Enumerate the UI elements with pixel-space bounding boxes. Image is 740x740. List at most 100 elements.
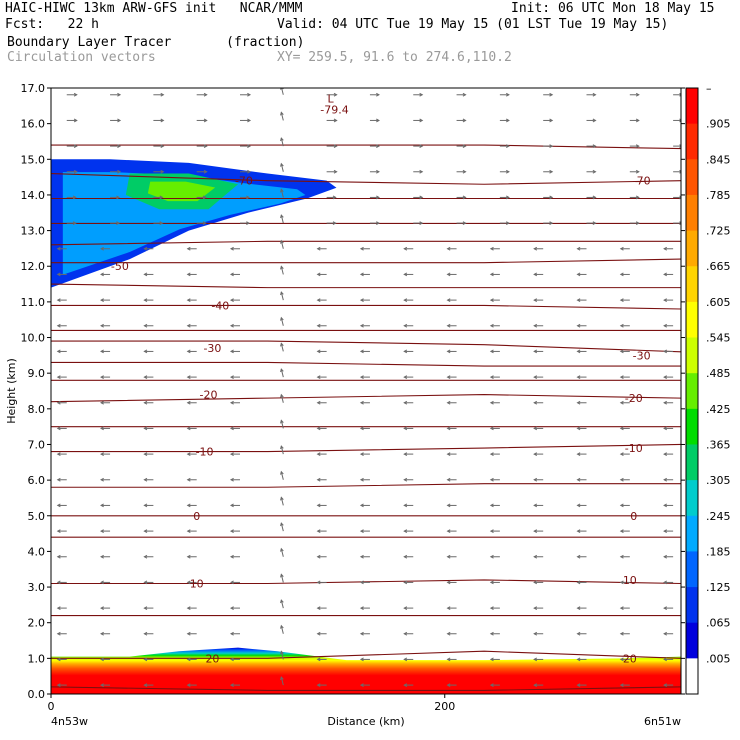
circulation-vector [533, 400, 544, 405]
circulation-vector [403, 452, 414, 456]
circulation-vector [143, 529, 154, 533]
circulation-vector [100, 554, 111, 559]
circulation-vector [110, 169, 122, 174]
circulation-vector [586, 144, 597, 148]
circulation-vector [316, 272, 327, 277]
circulation-vector [533, 246, 544, 251]
circulation-vector [280, 496, 284, 506]
circulation-vector [280, 599, 284, 609]
contour-label: -20 [200, 389, 218, 402]
circulation-vector [543, 118, 554, 123]
contour-line [51, 483, 681, 488]
circulation-vector [316, 349, 327, 354]
circulation-vector [280, 162, 284, 172]
circulation-vector [369, 118, 380, 123]
circulation-vector [110, 118, 122, 123]
circulation-vector [576, 631, 587, 636]
colorbar-swatch [686, 194, 698, 232]
circulation-vector [619, 683, 630, 687]
circulation-vector [533, 606, 544, 610]
circulation-vector [533, 298, 544, 302]
circulation-vector [403, 657, 414, 662]
field-name: Boundary Layer Tracer (fraction) [7, 35, 305, 50]
circulation-vector [619, 400, 630, 405]
circulation-vector [229, 323, 240, 328]
circulation-vector [663, 606, 674, 610]
circulation-vector [143, 477, 154, 482]
circulation-vector [143, 683, 154, 687]
circulation-vector [316, 631, 327, 636]
circulation-vector [186, 631, 197, 636]
circulation-vector [619, 554, 630, 559]
circulation-vector [229, 606, 240, 610]
circulation-vector [153, 221, 164, 225]
circulation-vector [316, 503, 327, 508]
circulation-vector [576, 426, 587, 431]
circulation-vector [619, 631, 630, 636]
circulation-vector [100, 426, 111, 431]
contour-label: -20 [625, 392, 643, 405]
colorbar-swatch [686, 480, 698, 517]
circulation-vector [663, 529, 674, 533]
colorbar-swatch [686, 88, 698, 125]
y-tick-label: 5.0 [28, 510, 46, 523]
circulation-vector [533, 631, 544, 636]
circulation-vector [56, 683, 67, 687]
circulation-vector [663, 246, 674, 251]
circulation-vector [186, 606, 197, 610]
circulation-vector [663, 657, 674, 662]
y-tick-label: 0.0 [28, 688, 46, 701]
circulation-vector [143, 452, 154, 456]
colorbar-label: .605 [706, 296, 731, 309]
circulation-vector [619, 298, 630, 302]
circulation-vector [576, 503, 587, 508]
circulation-vector [586, 195, 597, 200]
circulation-vector [619, 426, 630, 431]
circulation-vector [316, 554, 327, 559]
circulation-vector [576, 298, 587, 302]
circulation-vector [489, 375, 500, 379]
circulation-vector [100, 375, 111, 379]
circulation-vector [196, 144, 208, 148]
contour-label: -30 [203, 342, 221, 355]
circulation-vector [56, 375, 67, 379]
circulation-vector [186, 323, 197, 328]
circulation-vector [576, 657, 587, 662]
x-axis-label: Distance (km) [327, 715, 404, 728]
circulation-vector [56, 580, 67, 585]
circulation-vector [280, 239, 284, 249]
circulation-vector [359, 400, 370, 405]
circulation-vector [576, 375, 587, 379]
circulation-vector [533, 349, 544, 354]
circulation-vector [66, 221, 77, 225]
circulation-vector [533, 452, 544, 456]
circulation-vector [56, 631, 67, 636]
y-tick-label: 7.0 [28, 438, 46, 451]
circulation-vector [326, 118, 338, 123]
circulation-vector [663, 554, 674, 559]
y-tick-label: 15.0 [21, 153, 46, 166]
circulation-vector [359, 580, 370, 585]
colorbar-label: .725 [706, 225, 731, 238]
circulation-vector [499, 144, 510, 148]
circulation-vector [446, 298, 457, 302]
circulation-vector [619, 375, 630, 379]
circulation-vector [403, 529, 414, 533]
isotherm--20 [51, 394, 681, 403]
circulation-vector [403, 246, 414, 251]
circulation-vector [280, 547, 284, 557]
circulation-vector [56, 323, 67, 328]
colorbar-swatch [686, 123, 698, 160]
circulation-vector [316, 426, 327, 431]
colorbar-label: .065 [706, 617, 731, 630]
circulation-vector [369, 144, 380, 148]
circulation-vector [100, 529, 111, 533]
circulation-vector [100, 349, 111, 354]
circulation-vector [403, 400, 414, 405]
contour-label: -40 [211, 299, 229, 312]
circulation-vector [229, 503, 240, 508]
circulation-vector [359, 683, 370, 687]
cross-section-endpoints: XY= 259.5, 91.6 to 274.6,110.2 [277, 50, 512, 65]
circulation-vector [489, 631, 500, 636]
circulation-vector [56, 246, 67, 251]
